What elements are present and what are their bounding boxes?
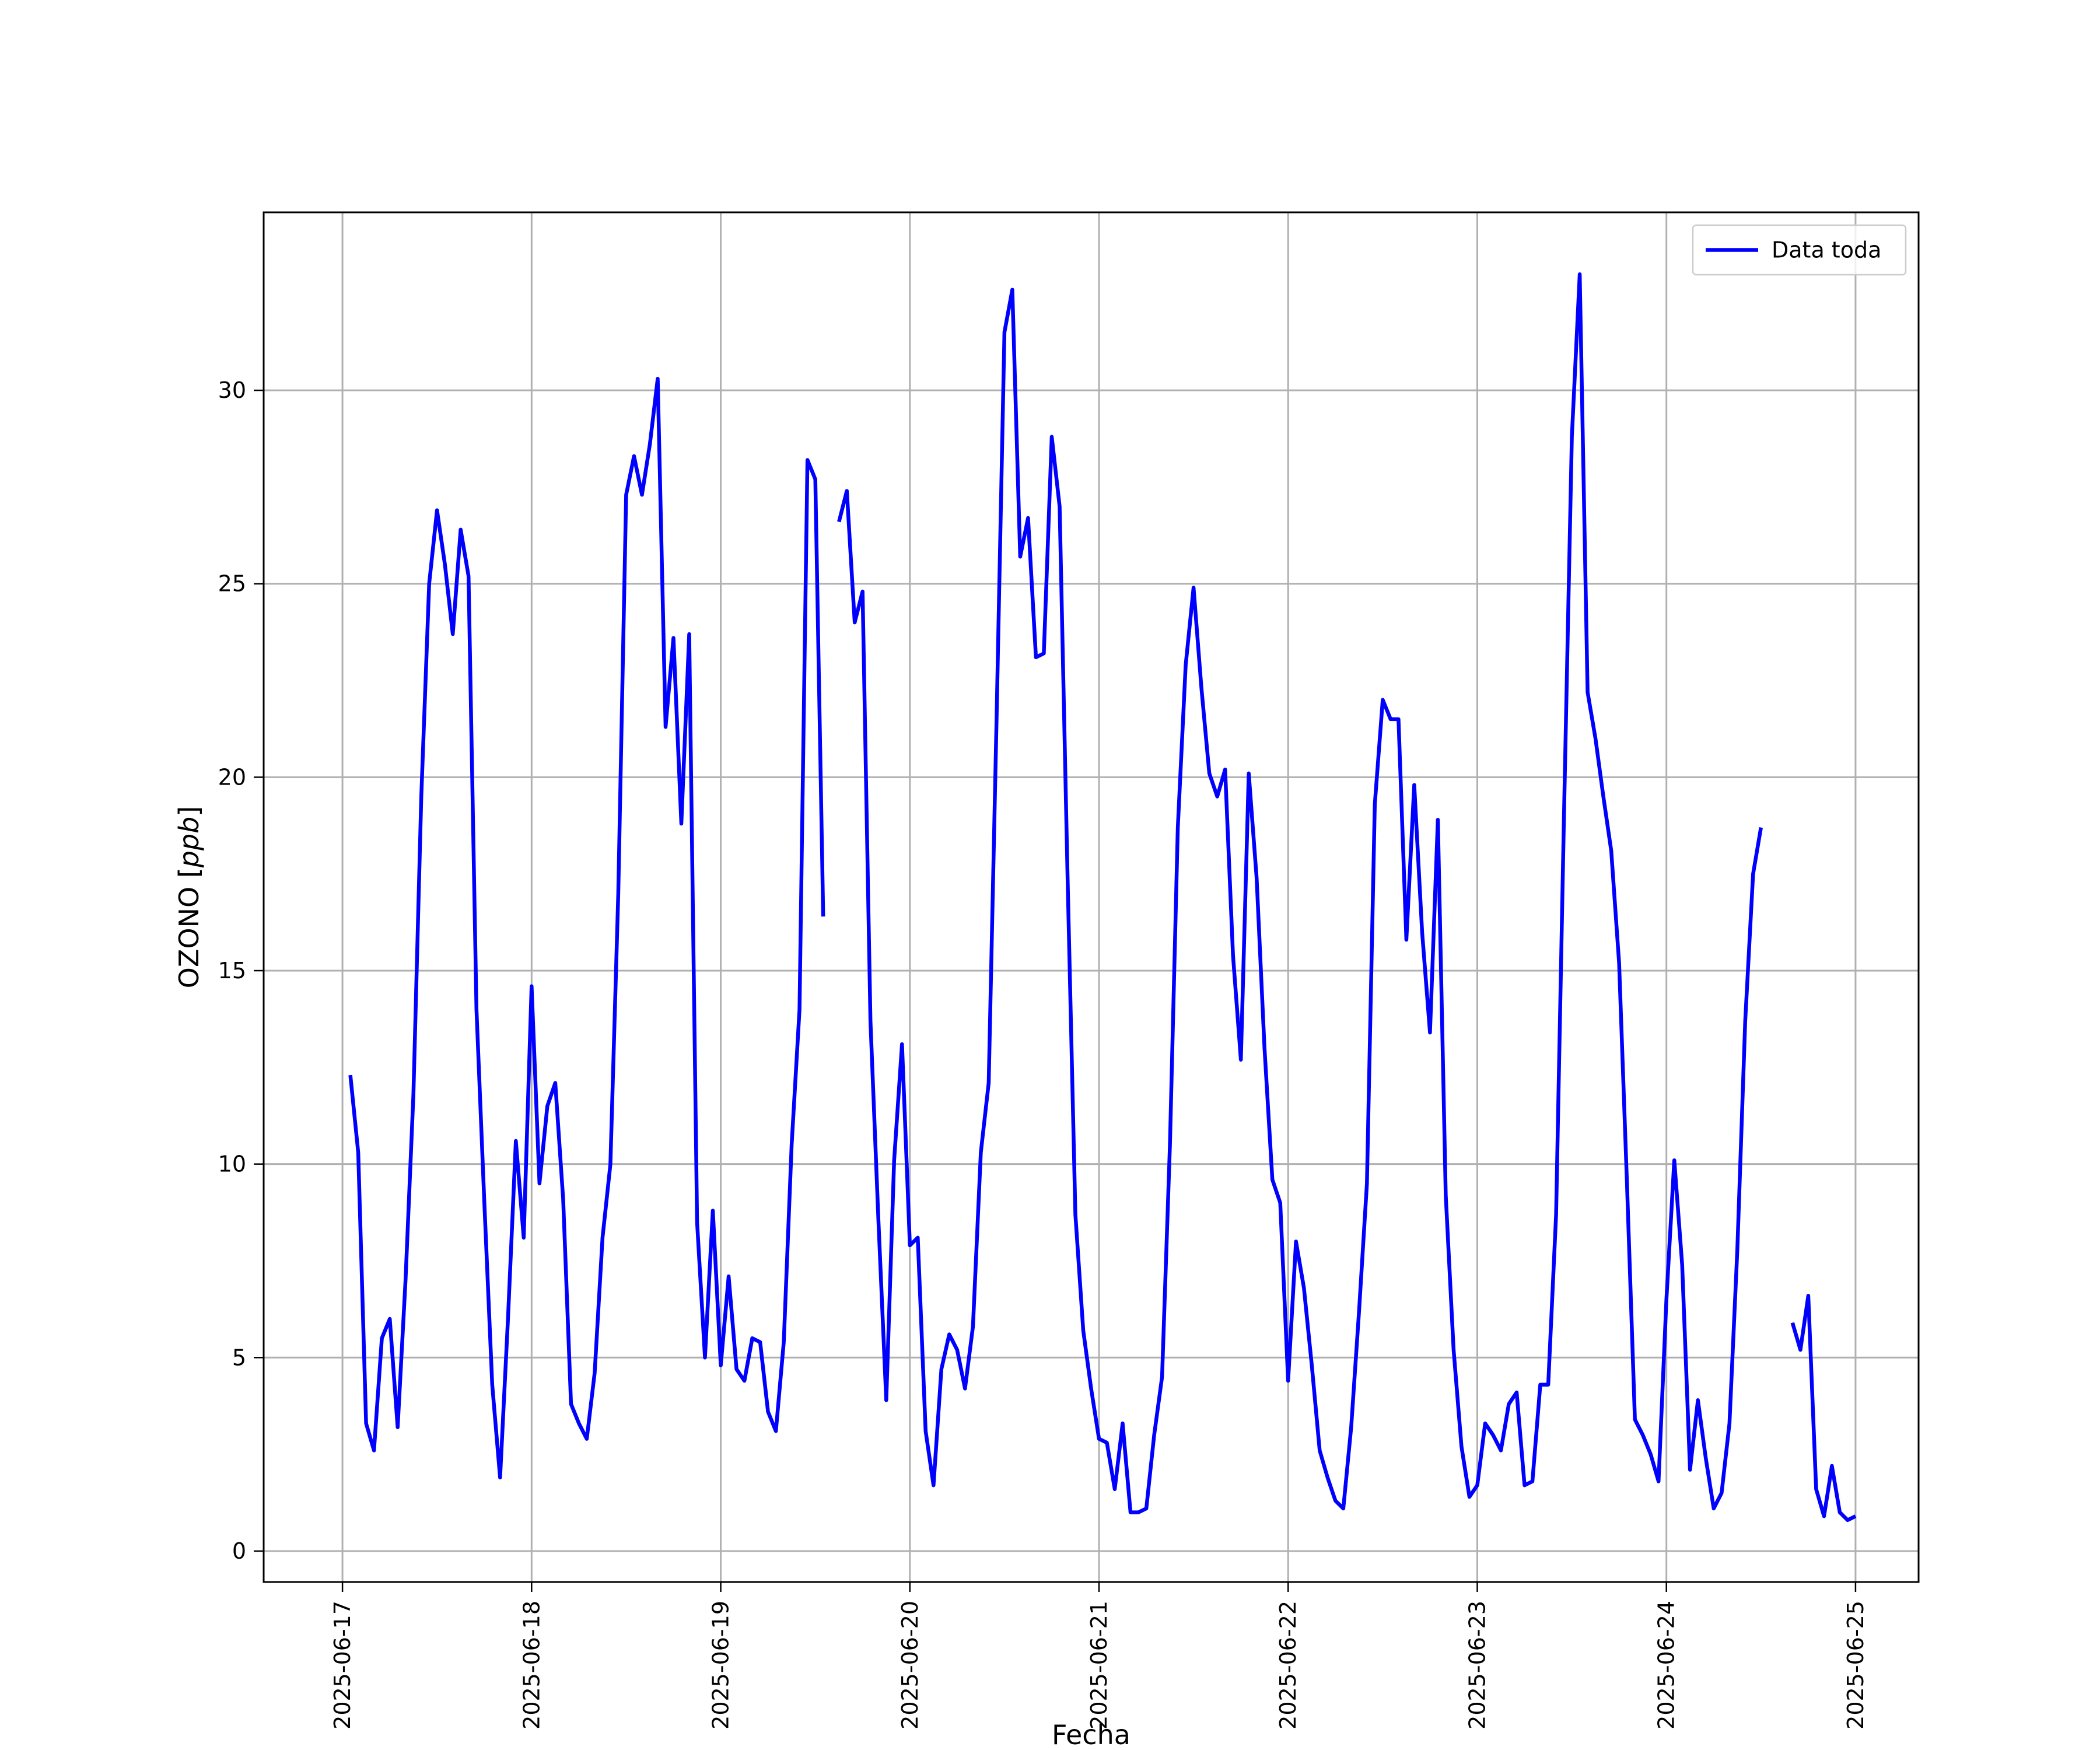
y-axis-label-unit: ppb <box>173 817 205 869</box>
y-tick-label: 25 <box>218 571 246 597</box>
x-axis-label: Fecha <box>1052 1719 1130 1750</box>
y-axis-label: OZONO [ppb] <box>173 806 205 989</box>
legend: Data toda <box>1693 225 1906 275</box>
y-axis-label-close: ] <box>173 806 205 817</box>
y-tick-label: 10 <box>218 1152 246 1177</box>
x-tick-label: 2025-06-22 <box>1275 1601 1301 1730</box>
x-tick-label: 2025-06-21 <box>1086 1601 1112 1730</box>
legend-entry: Data toda <box>1772 237 1881 263</box>
y-tick-label: 20 <box>218 764 246 790</box>
x-tick-label: 2025-06-19 <box>708 1601 734 1730</box>
x-tick-label: 2025-06-18 <box>519 1601 544 1730</box>
x-tick-label: 2025-06-24 <box>1654 1601 1679 1730</box>
y-tick-label: 15 <box>218 958 246 984</box>
y-tick-label: 5 <box>232 1345 246 1370</box>
x-tick-label: 2025-06-23 <box>1464 1601 1490 1730</box>
y-tick-label: 30 <box>218 377 246 403</box>
x-tick-label: 2025-06-25 <box>1843 1601 1868 1730</box>
x-tick-label: 2025-06-17 <box>330 1601 355 1730</box>
x-tick-label: 2025-06-20 <box>897 1601 923 1730</box>
y-axis-label-main: OZONO [ <box>173 867 205 988</box>
y-tick-label: 0 <box>232 1538 246 1564</box>
